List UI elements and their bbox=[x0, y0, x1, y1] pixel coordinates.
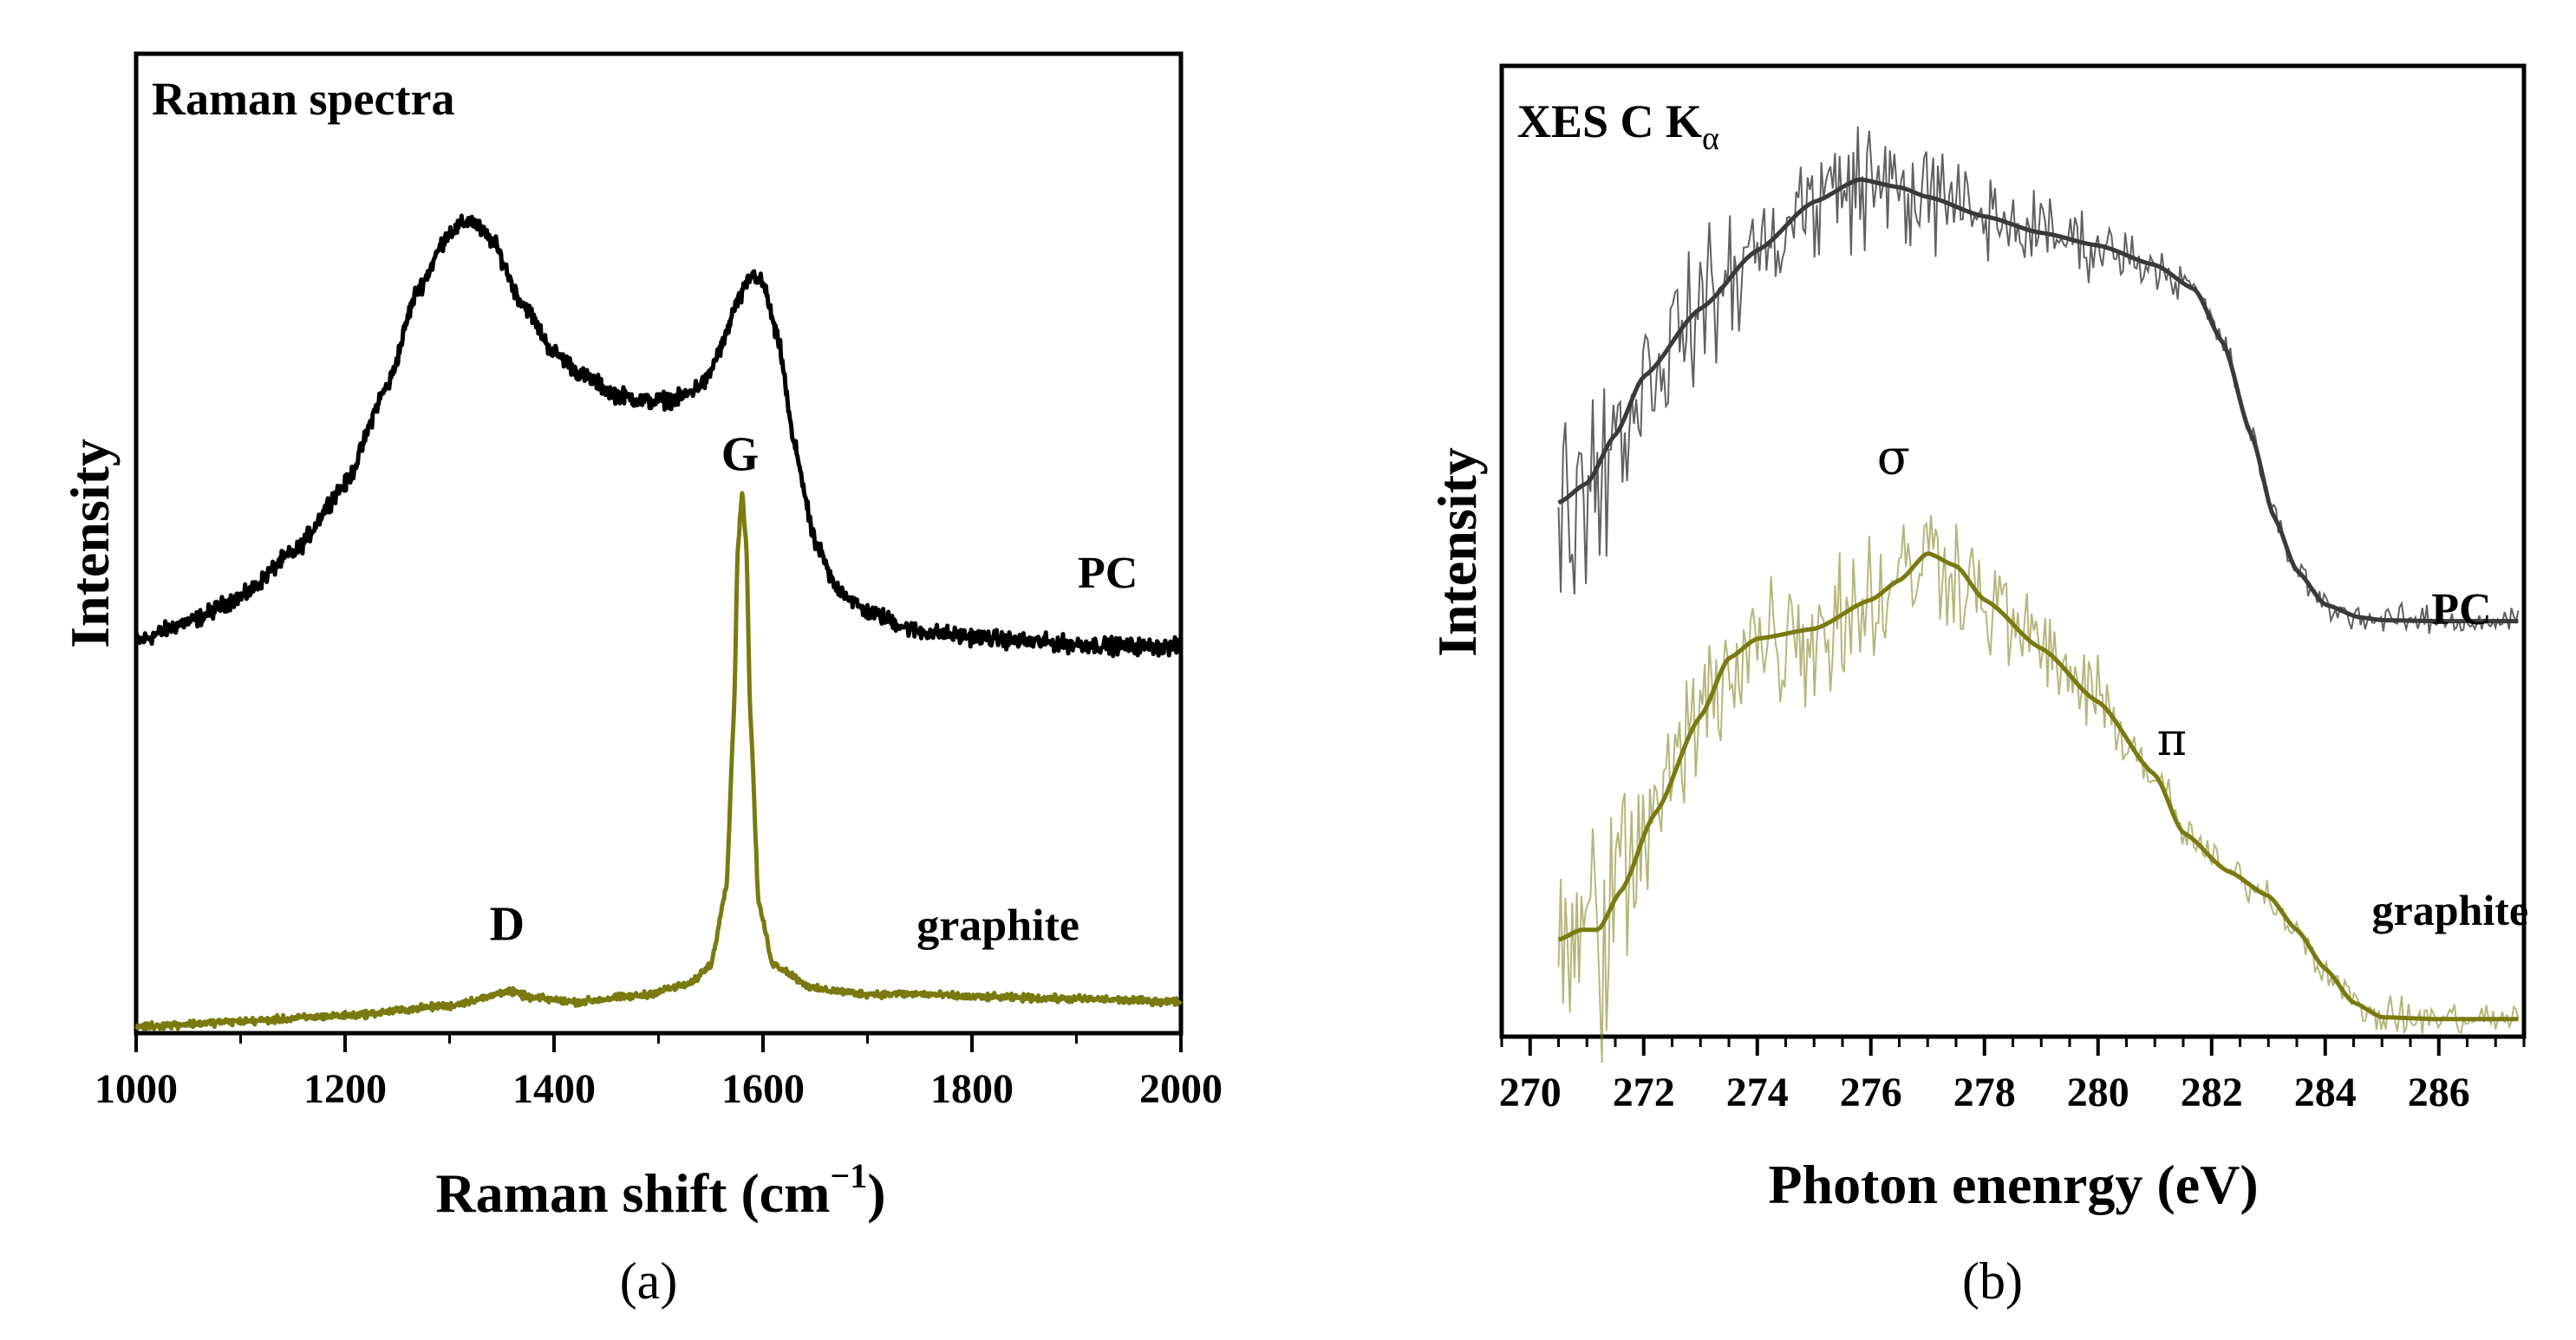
series-raw-graphite bbox=[1557, 515, 2520, 1064]
panel-a: 1000 1200 1400 1600 1800 2000 Raman spectra P… bbox=[59, 51, 1223, 1310]
x-tick-label-a-5: 2000 bbox=[1139, 1066, 1223, 1112]
raman-x-axis-label: Raman shift (cm−1) bbox=[435, 1156, 885, 1224]
raman-x-axis-label-main: Raman shift (cm bbox=[435, 1162, 830, 1224]
x-tick-label-a-2: 1400 bbox=[512, 1066, 596, 1112]
x-tick-label-a-3: 1600 bbox=[721, 1066, 805, 1112]
xes-graphite-label: graphite bbox=[2372, 886, 2529, 934]
series-smooth-graphite bbox=[1557, 551, 2519, 1022]
xes-x-axis-label: Photon enenrgy (eV) bbox=[1768, 1154, 2258, 1215]
x-tick-label-b-7: 284 bbox=[2294, 1070, 2357, 1116]
raman-x-axis-label-close: ) bbox=[867, 1162, 885, 1224]
x-tick-label-b-6: 282 bbox=[2181, 1070, 2243, 1116]
raman-series-group bbox=[134, 213, 1184, 1031]
x-tick-label-b-3: 276 bbox=[1840, 1070, 1902, 1116]
raman-plot-frame bbox=[134, 51, 1184, 1036]
xes-sigma-label: σ bbox=[1877, 429, 1910, 485]
series-raw-PC bbox=[1557, 126, 2520, 634]
xes-title-sub: α bbox=[1702, 120, 1719, 157]
x-tick-label-b-8: 286 bbox=[2408, 1070, 2470, 1116]
raman-pc-label: PC bbox=[1078, 549, 1138, 598]
raman-x-axis-label-sup: −1 bbox=[830, 1156, 867, 1195]
xes-plot-frame bbox=[1499, 63, 2527, 1039]
x-tick-label-a-4: 1800 bbox=[930, 1066, 1014, 1112]
x-tick-label-b-2: 274 bbox=[1726, 1070, 1789, 1116]
x-tick-label-b-1: 272 bbox=[1613, 1070, 1675, 1116]
series-line-graphite bbox=[134, 491, 1183, 1031]
series-line-PC bbox=[134, 213, 1184, 659]
x-tick-label-b-5: 280 bbox=[2067, 1070, 2129, 1116]
x-tick-label-b-4: 278 bbox=[1953, 1070, 2016, 1116]
xes-x-ticks: 270 272 274 276 278 280 282 284 286 bbox=[1499, 1037, 2526, 1116]
xes-title: XES C Kα bbox=[1517, 95, 1719, 157]
x-tick-label-a-1: 1200 bbox=[303, 1066, 387, 1112]
x-tick-label-b-0: 270 bbox=[1499, 1070, 1562, 1116]
raman-g-peak-label: G bbox=[721, 427, 760, 481]
xes-title-main: XES C K bbox=[1517, 95, 1702, 147]
xes-pc-label: PC bbox=[2431, 585, 2491, 634]
xes-pi-label: π bbox=[2157, 714, 2187, 766]
raman-x-ticks: 1000 1200 1400 1600 1800 2000 bbox=[95, 1033, 1223, 1112]
panel-a-caption: (a) bbox=[620, 1252, 678, 1310]
series-smooth-PC bbox=[1557, 177, 2519, 624]
x-tick-label-a-0: 1000 bbox=[95, 1066, 178, 1112]
raman-graphite-label: graphite bbox=[916, 901, 1079, 951]
raman-title: Raman spectra bbox=[152, 73, 454, 125]
panel-b-caption: (b) bbox=[1962, 1252, 2023, 1310]
raman-d-peak-label: D bbox=[490, 898, 525, 952]
xes-y-axis-label: Intensity bbox=[1426, 447, 1488, 657]
panel-b: 270 272 274 276 278 280 282 284 286 XES C Kα PC … bbox=[1426, 63, 2529, 1310]
xes-series-group bbox=[1557, 126, 2520, 1064]
raman-y-axis-label: Intensity bbox=[59, 439, 121, 648]
